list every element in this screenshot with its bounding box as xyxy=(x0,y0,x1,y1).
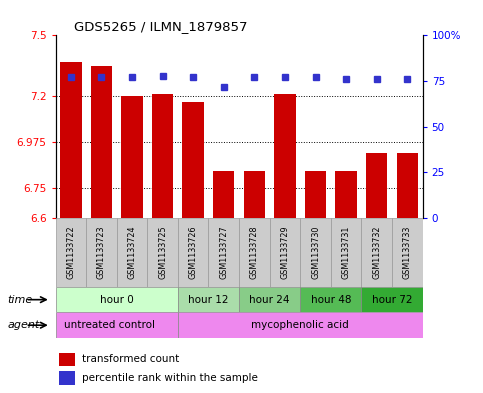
Bar xyxy=(178,218,209,287)
Text: GSM1133731: GSM1133731 xyxy=(341,226,351,279)
Bar xyxy=(178,287,239,312)
Bar xyxy=(91,66,112,218)
Bar xyxy=(244,171,265,218)
Bar xyxy=(60,62,82,218)
Text: hour 48: hour 48 xyxy=(311,295,351,305)
Text: hour 12: hour 12 xyxy=(188,295,229,305)
Text: GSM1133729: GSM1133729 xyxy=(281,226,289,279)
Bar xyxy=(121,96,143,218)
Text: GSM1133727: GSM1133727 xyxy=(219,226,228,279)
Bar xyxy=(178,312,423,338)
Bar xyxy=(56,287,178,312)
Text: hour 24: hour 24 xyxy=(249,295,290,305)
Text: GSM1133732: GSM1133732 xyxy=(372,226,381,279)
Text: GSM1133724: GSM1133724 xyxy=(128,226,137,279)
Bar xyxy=(239,287,300,312)
Bar xyxy=(361,218,392,287)
Bar xyxy=(59,353,75,366)
Bar xyxy=(270,218,300,287)
Bar xyxy=(366,153,387,218)
Text: hour 0: hour 0 xyxy=(100,295,134,305)
Bar xyxy=(59,371,75,385)
Text: GSM1133728: GSM1133728 xyxy=(250,226,259,279)
Bar xyxy=(56,312,178,338)
Bar xyxy=(335,171,357,218)
Text: GSM1133726: GSM1133726 xyxy=(189,226,198,279)
Bar xyxy=(213,171,235,218)
Bar xyxy=(300,287,361,312)
Bar xyxy=(152,94,173,218)
Text: percentile rank within the sample: percentile rank within the sample xyxy=(82,373,258,384)
Bar xyxy=(239,218,270,287)
Text: transformed count: transformed count xyxy=(82,354,179,364)
Text: GDS5265 / ILMN_1879857: GDS5265 / ILMN_1879857 xyxy=(74,20,247,33)
Bar xyxy=(397,153,418,218)
Bar xyxy=(305,171,327,218)
Bar xyxy=(331,218,361,287)
Bar xyxy=(300,218,331,287)
Bar xyxy=(147,218,178,287)
Text: hour 72: hour 72 xyxy=(372,295,412,305)
Text: agent: agent xyxy=(7,320,40,330)
Text: GSM1133725: GSM1133725 xyxy=(158,226,167,279)
Text: untreated control: untreated control xyxy=(64,320,155,330)
Text: time: time xyxy=(7,295,32,305)
Bar xyxy=(117,218,147,287)
Bar xyxy=(361,287,423,312)
Bar xyxy=(183,102,204,218)
Bar xyxy=(86,218,117,287)
Bar xyxy=(209,218,239,287)
Text: GSM1133730: GSM1133730 xyxy=(311,226,320,279)
Bar xyxy=(392,218,423,287)
Bar xyxy=(56,218,86,287)
Text: mycophenolic acid: mycophenolic acid xyxy=(251,320,349,330)
Text: GSM1133733: GSM1133733 xyxy=(403,226,412,279)
Text: GSM1133723: GSM1133723 xyxy=(97,226,106,279)
Bar xyxy=(274,94,296,218)
Text: GSM1133722: GSM1133722 xyxy=(66,226,75,279)
